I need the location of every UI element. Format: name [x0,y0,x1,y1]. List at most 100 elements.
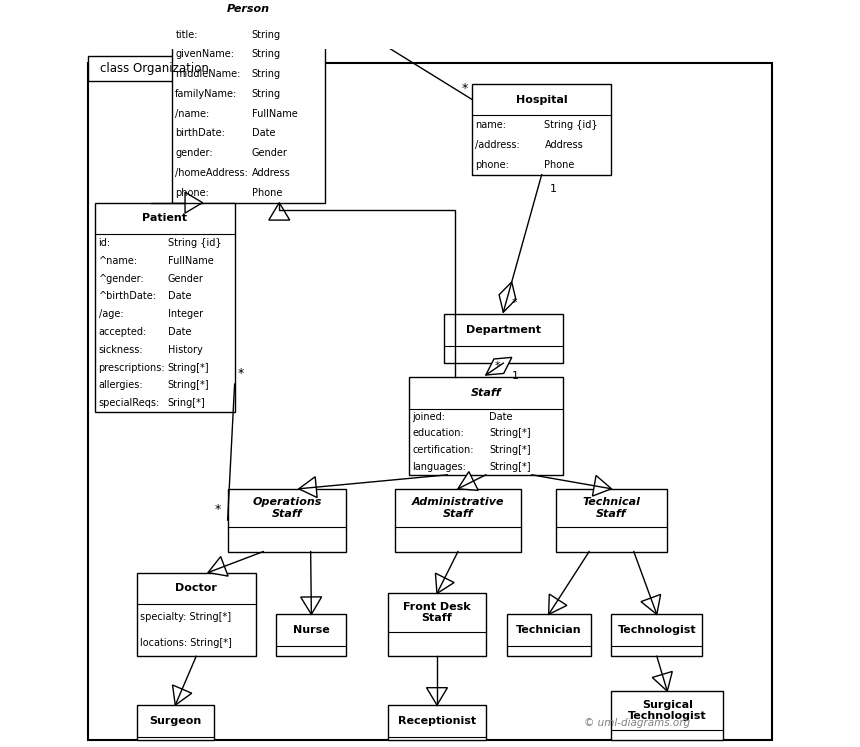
Text: specialty: String[*]: specialty: String[*] [140,612,231,622]
Polygon shape [269,202,290,220]
Text: Address: Address [252,168,291,178]
Text: certification:: certification: [413,445,474,455]
Text: allergies:: allergies: [99,380,143,391]
Text: String[*]: String[*] [488,462,531,471]
FancyBboxPatch shape [276,614,347,657]
Text: *: * [215,503,221,516]
Text: givenName:: givenName: [175,49,234,59]
Text: sickness:: sickness: [99,344,143,355]
Text: Date: Date [252,128,275,138]
Text: String[*]: String[*] [488,428,531,438]
Text: String[*]: String[*] [168,380,209,391]
Polygon shape [173,685,192,705]
Text: String: String [252,69,280,79]
Text: Receptionist: Receptionist [398,716,476,726]
Text: Address: Address [544,140,583,150]
Text: Surgeon: Surgeon [149,716,201,726]
FancyBboxPatch shape [409,377,562,475]
Text: Technical
Staff: Technical Staff [582,498,641,518]
Text: locations: String[*]: locations: String[*] [140,638,232,648]
Text: accepted:: accepted: [99,327,147,337]
Polygon shape [593,475,611,496]
Polygon shape [435,573,454,593]
Polygon shape [458,471,478,490]
Text: gender:: gender: [175,148,213,158]
FancyBboxPatch shape [228,489,347,551]
Text: Patient: Patient [142,214,187,223]
FancyBboxPatch shape [95,202,235,412]
Text: Surgical
Technologist: Surgical Technologist [628,699,707,721]
Polygon shape [499,282,516,312]
Text: Technologist: Technologist [617,625,696,635]
Text: Gender: Gender [252,148,287,158]
Text: Gender: Gender [168,273,204,284]
FancyBboxPatch shape [444,314,562,363]
Polygon shape [301,597,322,614]
Text: Staff: Staff [470,388,501,398]
Text: String[*]: String[*] [488,445,531,455]
FancyBboxPatch shape [395,489,520,551]
Text: History: History [168,344,202,355]
Text: prescriptions:: prescriptions: [99,362,165,373]
Text: languages:: languages: [413,462,466,471]
Text: Integer: Integer [168,309,203,319]
Text: FullName: FullName [252,108,298,119]
Text: Date: Date [168,291,191,301]
FancyBboxPatch shape [88,63,772,740]
Text: *: * [238,367,244,380]
Text: Doctor: Doctor [175,583,217,593]
Text: Operations
Staff: Operations Staff [252,498,322,518]
Text: familyName:: familyName: [175,89,237,99]
Text: /homeAddress:: /homeAddress: [175,168,249,178]
Text: Date: Date [168,327,191,337]
FancyBboxPatch shape [172,0,325,202]
Text: String: String [252,49,280,59]
Text: Administrative
Staff: Administrative Staff [412,498,504,518]
Text: /name:: /name: [175,108,210,119]
Text: *: * [512,298,517,308]
Text: class Organization: class Organization [100,62,209,75]
FancyBboxPatch shape [137,572,255,657]
FancyBboxPatch shape [88,56,221,81]
Text: joined:: joined: [413,412,445,422]
Polygon shape [208,557,228,576]
Text: /address:: /address: [476,140,520,150]
Text: phone:: phone: [476,160,509,170]
FancyBboxPatch shape [137,705,213,740]
Text: String {id}: String {id} [168,238,221,248]
Text: ^name:: ^name: [99,255,138,266]
Text: birthDate:: birthDate: [175,128,225,138]
Text: specialReqs:: specialReqs: [99,398,160,408]
Text: ^birthDate:: ^birthDate: [99,291,157,301]
Text: String {id}: String {id} [544,120,598,130]
Text: *: * [332,0,339,4]
FancyBboxPatch shape [611,614,702,657]
Polygon shape [641,595,660,614]
Text: /age:: /age: [99,309,123,319]
Text: FullName: FullName [168,255,213,266]
Text: String: String [252,30,280,40]
Text: Phone: Phone [252,187,282,198]
FancyBboxPatch shape [611,691,723,740]
FancyBboxPatch shape [556,489,667,551]
FancyBboxPatch shape [507,614,591,657]
Polygon shape [486,357,512,375]
Text: ^gender:: ^gender: [99,273,144,284]
Text: Technician: Technician [516,625,581,635]
Text: 1: 1 [512,371,519,380]
Text: String: String [252,89,280,99]
FancyBboxPatch shape [388,593,486,657]
Text: String[*]: String[*] [168,362,209,373]
Text: Department: Department [466,325,541,335]
Text: education:: education: [413,428,464,438]
Text: © uml-diagrams.org: © uml-diagrams.org [584,718,690,728]
Text: title:: title: [175,30,198,40]
Text: id:: id: [99,238,111,248]
Polygon shape [427,688,447,705]
Text: 1: 1 [550,185,557,194]
Text: Nurse: Nurse [293,625,329,635]
FancyBboxPatch shape [388,705,486,740]
Text: Date: Date [488,412,513,422]
Text: Hospital: Hospital [516,95,568,105]
Text: Front Desk
Staff: Front Desk Staff [403,602,470,624]
